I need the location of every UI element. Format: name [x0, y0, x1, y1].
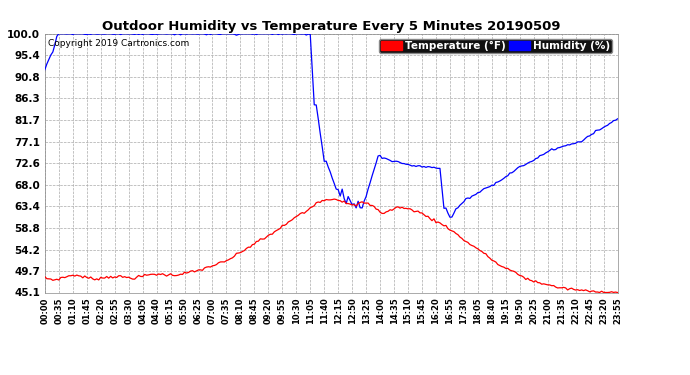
Legend: Temperature (°F), Humidity (%): Temperature (°F), Humidity (%) — [380, 39, 612, 53]
Title: Outdoor Humidity vs Temperature Every 5 Minutes 20190509: Outdoor Humidity vs Temperature Every 5 … — [102, 20, 560, 33]
Text: Copyright 2019 Cartronics.com: Copyright 2019 Cartronics.com — [48, 39, 189, 48]
